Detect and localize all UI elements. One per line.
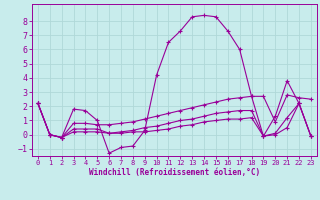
X-axis label: Windchill (Refroidissement éolien,°C): Windchill (Refroidissement éolien,°C) (89, 168, 260, 177)
